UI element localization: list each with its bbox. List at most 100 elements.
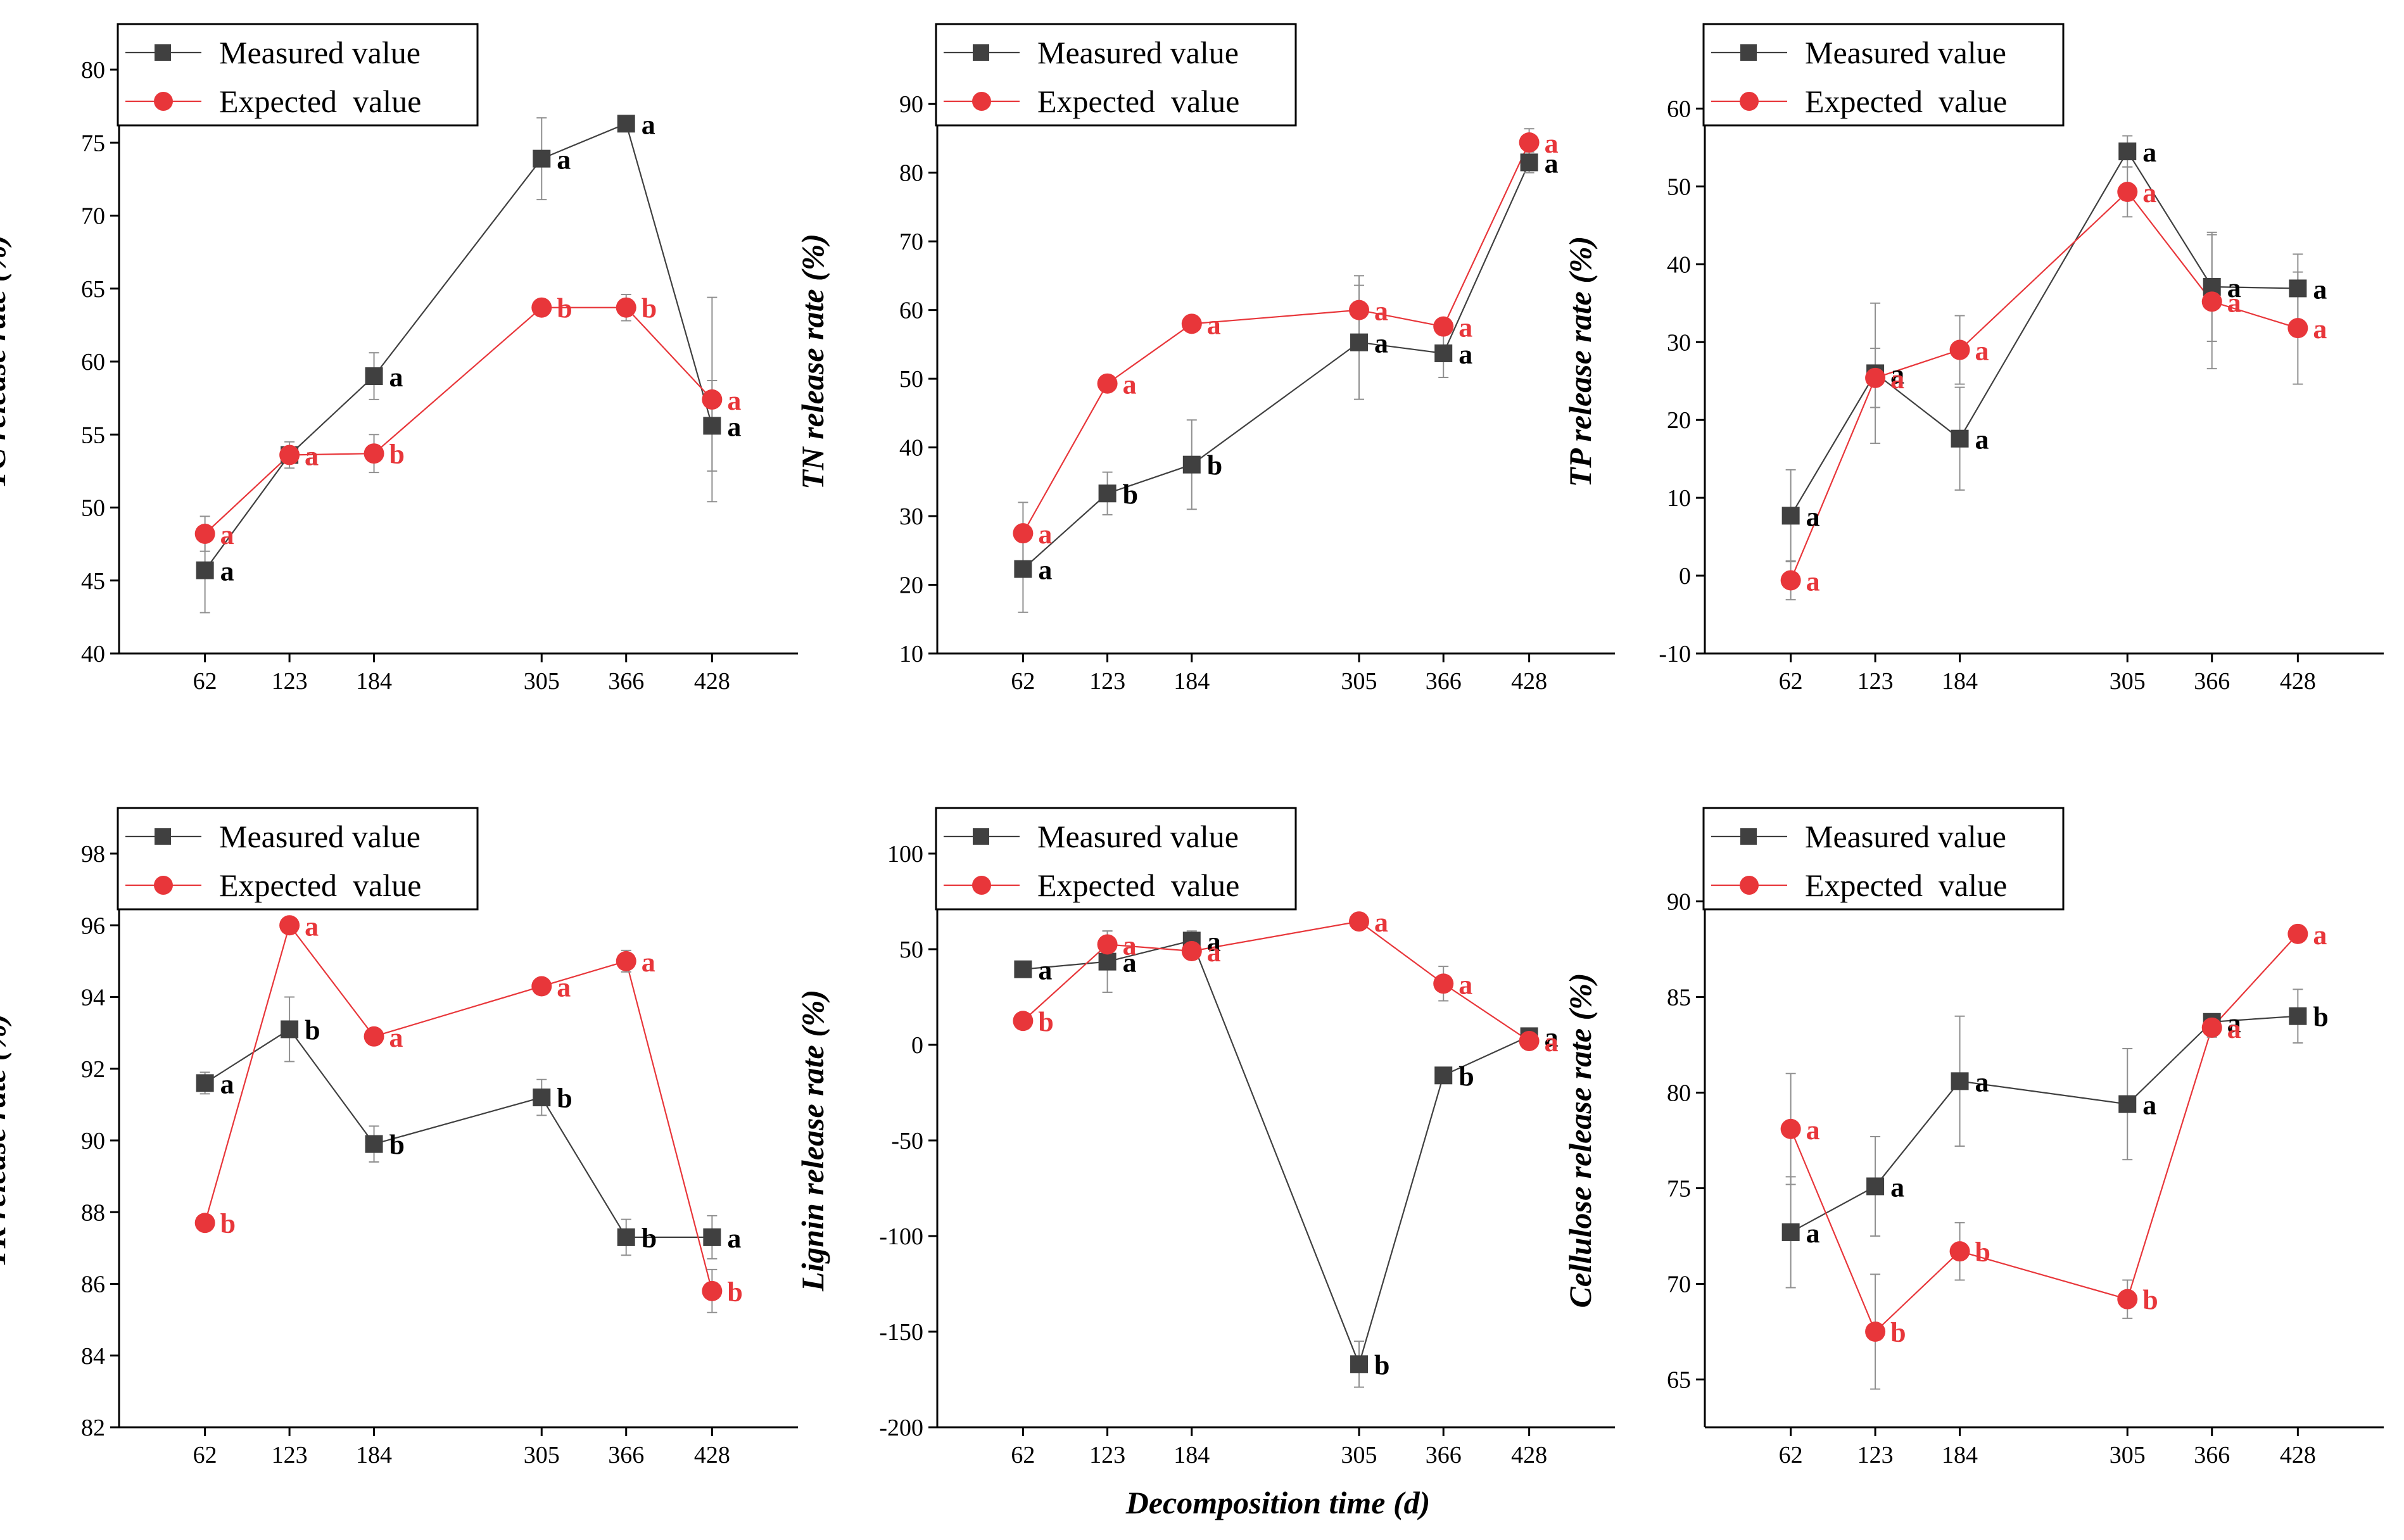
data-point-expected [2201,1017,2222,1038]
x-tick-label: 62 [1011,668,1035,695]
y-tick-label: 80 [81,57,105,84]
x-tick-label: 62 [193,1442,217,1468]
data-point-expected [364,443,384,464]
series-line-measured [1022,161,1530,570]
significance-letter-expected: a [1806,1114,1820,1146]
significance-letter-expected: a [1123,369,1137,400]
data-point-expected [1013,1011,1034,1032]
y-tick-label: -10 [1659,641,1691,667]
x-tick-label: 123 [1857,668,1894,695]
significance-letter-measured: b [1374,1349,1389,1380]
data-point-expected [1865,367,1886,388]
x-tick-label: 184 [1174,1442,1210,1468]
significance-letter-expected: a [1545,1026,1559,1057]
significance-letter-measured: a [1975,1066,1989,1097]
data-point-expected [364,1026,384,1047]
data-point-expected [194,1213,215,1234]
x-tick-label: 428 [1511,1442,1547,1468]
significance-letter-measured: a [727,1223,741,1254]
significance-letter-expected: a [220,519,234,550]
significance-letter-measured: a [389,362,403,393]
x-tick-label: 428 [694,1442,730,1468]
significance-letter-measured: b [1458,1061,1474,1092]
data-point-measured [2289,279,2307,298]
x-tick-label: 366 [608,668,644,695]
significance-letter-expected: b [1890,1317,1906,1348]
data-point-measured [1866,1177,1885,1196]
data-point-expected [531,976,552,997]
x-tick-label: 366 [2194,1442,2230,1468]
data-point-expected [1865,1322,1886,1342]
x-tick-label: 62 [1779,668,1803,695]
significance-letter-measured: a [727,411,741,442]
data-point-measured [1350,333,1369,351]
data-point-expected [1013,523,1034,544]
data-point-measured [1014,560,1032,578]
significance-letter-measured: a [305,441,319,472]
y-axis-title: TN release rate (%) [795,234,830,489]
data-point-expected [1349,300,1370,320]
y-tick-label: 50 [899,366,923,393]
significance-letter-expected: a [557,972,571,1003]
significance-letter-expected: a [1458,969,1472,1000]
legend-label-measured: Measured value [1805,819,2006,854]
series-line-expected [204,923,713,1292]
legend-marker-expected [972,92,991,111]
significance-letter-expected: b [557,293,572,324]
significance-letter-expected: a [1374,296,1388,327]
significance-letter-expected: b [727,1277,742,1308]
x-tick-label: 123 [1089,668,1125,695]
data-point-expected [1097,934,1118,955]
y-tick-label: -50 [891,1128,923,1154]
significance-letter-expected: a [642,947,655,978]
legend-box [1702,23,2065,127]
y-tick-label: 55 [81,422,105,448]
significance-letter-measured: a [2142,137,2156,168]
y-axis-title: Cellulose release rate (%) [1562,973,1598,1308]
data-point-measured [281,1020,299,1038]
y-tick-label: 65 [81,276,105,303]
x-tick-label: 366 [1426,1442,1462,1468]
significance-letter-expected: a [1806,565,1820,596]
y-axis-title: TC release rate (%) [0,234,12,488]
significance-letter-measured: b [557,1083,572,1114]
significance-letter-measured: a [1890,1171,1904,1202]
significance-letter-expected: a [1458,312,1472,343]
y-tick-label: 80 [1667,1080,1691,1107]
legend-marker-expected [972,876,991,895]
significance-letter-measured: a [642,109,655,140]
legend-box [117,23,479,127]
data-point-measured [617,1228,635,1246]
legend-marker-measured [155,828,171,845]
legend-marker-measured [973,44,989,61]
data-point-measured [617,115,635,133]
y-tick-label: 60 [81,349,105,376]
legend-label-expected: Expected value [219,84,421,119]
significance-letter-expected: b [220,1208,236,1239]
data-point-measured [1951,1072,1969,1090]
legend-label-expected: Expected value [219,868,421,903]
x-tick-label: 366 [608,1442,644,1468]
data-point-expected [1181,941,1202,962]
y-tick-label: 75 [81,130,105,156]
legend: Measured value Expected value [117,807,479,911]
significance-letter-measured: a [1890,358,1904,389]
y-tick-label: 50 [1667,174,1691,200]
y-tick-label: 10 [899,641,923,667]
data-point-measured [1781,1223,1800,1241]
panel-3: -10 0 10 20 30 40 50 60 62 123 184 305 366 428 TP rele… [1562,23,2384,695]
significance-letter-expected: a [1038,519,1052,550]
x-tick-label: 184 [1942,668,1978,695]
x-tick-label: 184 [356,668,392,695]
data-point-measured [1951,429,1969,448]
legend-label-measured: Measured value [1037,819,1239,854]
y-tick-label: 60 [899,298,923,324]
y-tick-label: 70 [81,203,105,230]
significance-letter-measured: a [1806,501,1820,532]
significance-letter-measured: b [1123,479,1138,510]
data-point-expected [1181,313,1202,334]
y-axis-title: Lignin release rate (%) [795,990,830,1292]
series-line-expected [204,306,713,534]
x-tick-label: 305 [524,1442,560,1468]
data-point-expected [1949,1241,1970,1262]
